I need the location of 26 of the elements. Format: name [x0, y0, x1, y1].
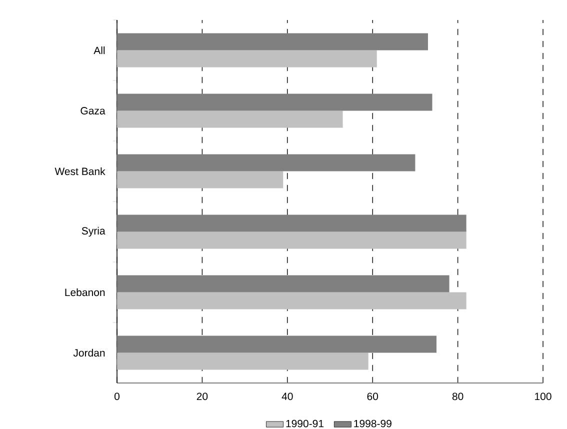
legend-label: 1990-91 [286, 420, 324, 428]
x-tick-label: 0 [114, 392, 120, 400]
y-tick-label: West Bank [54, 167, 106, 176]
bar [117, 292, 466, 310]
y-tick-label: All [94, 46, 105, 54]
y-tick-label: Jordan [73, 348, 105, 357]
y-tick-label: Syria [82, 226, 106, 237]
bar [117, 94, 432, 111]
x-tick-label: 60 [367, 392, 378, 400]
x-tick-label: 40 [282, 392, 293, 400]
x-tick-label: 80 [452, 392, 464, 400]
bar [117, 336, 437, 353]
bar [117, 232, 466, 249]
bar [117, 214, 466, 232]
y-tick-label: Gaza [80, 107, 106, 114]
bar [117, 171, 284, 188]
bar [117, 154, 416, 172]
x-tick-label: 20 [196, 392, 208, 400]
bar [117, 50, 377, 68]
bar [117, 33, 428, 50]
y-tick-label: Lebanon [65, 288, 105, 296]
bar [117, 352, 368, 370]
bar [117, 110, 343, 128]
legend-label: 1998-99 [354, 420, 392, 428]
x-tick-label: 100 [535, 392, 552, 400]
bar [117, 275, 450, 292]
